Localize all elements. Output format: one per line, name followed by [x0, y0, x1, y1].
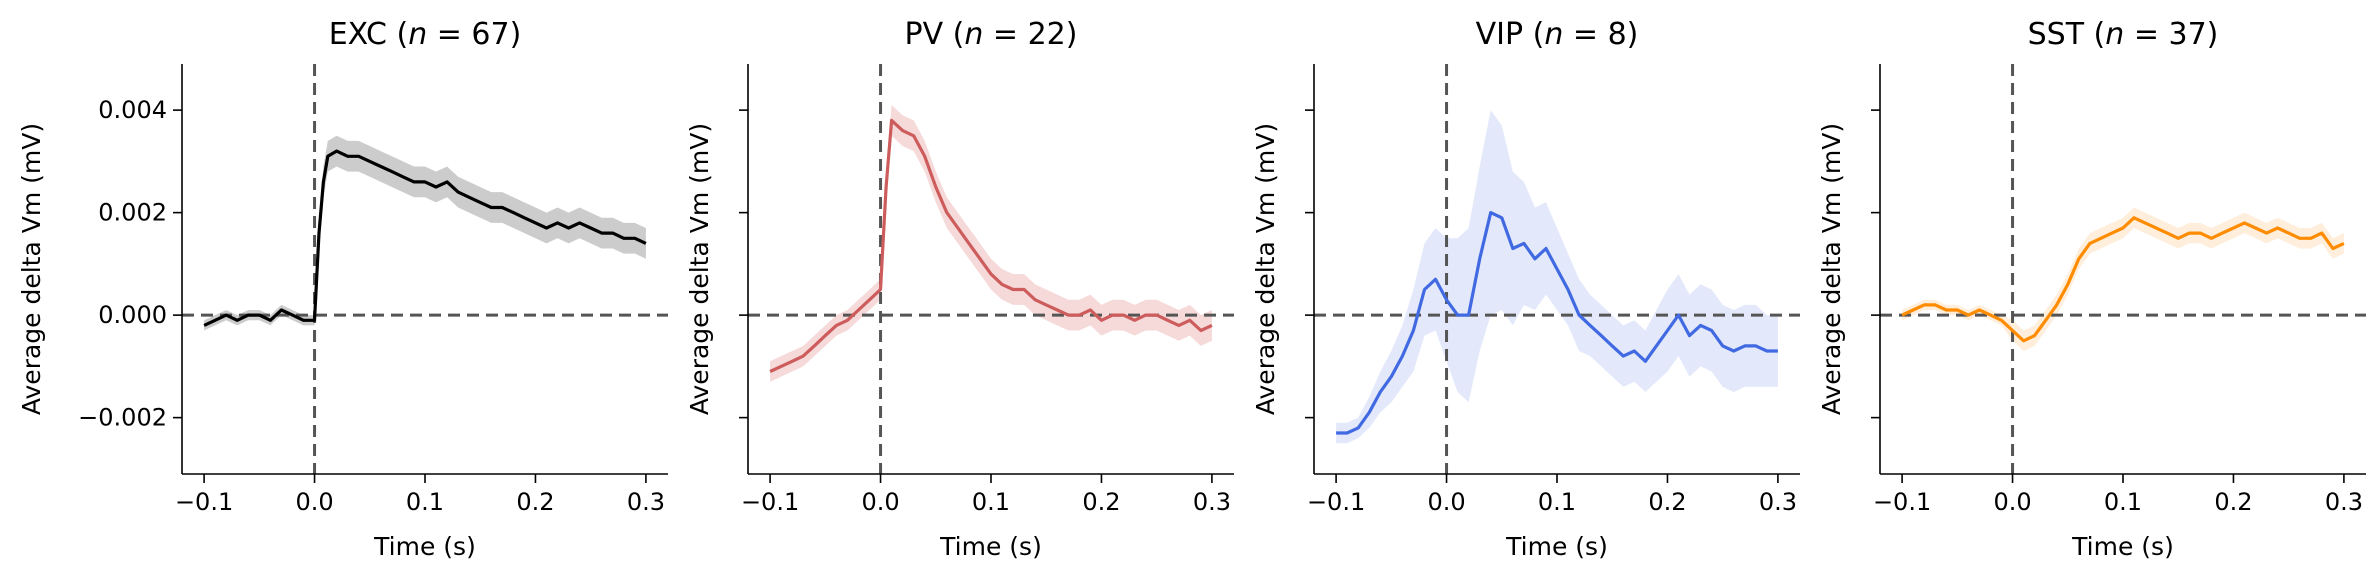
x-tick-label: 0.3 [1759, 488, 1797, 516]
x-tick-label: 0.2 [1648, 488, 1686, 516]
x-tick-label: 0.1 [1538, 488, 1576, 516]
x-tick-label: 0.3 [627, 488, 665, 516]
x-tick-label: −0.1 [1873, 488, 1931, 516]
panel-3: −0.1 0.0 0.1 0.2 0.3 Time (s) Average delta Vm… [1817, 17, 2366, 561]
panel-title-count: = 8) [1563, 17, 1638, 52]
panel-title: VIP (n = 8) [1476, 17, 1639, 52]
panel-title-count: = 67) [427, 17, 521, 52]
series-line [1901, 216, 2345, 343]
panel-title-main: PV ( [905, 17, 965, 52]
y-axis-label: Average delta Vm (mV) [685, 123, 714, 415]
panel-title: SST (n = 37) [2028, 17, 2219, 52]
x-tick-label: 0.0 [1427, 488, 1465, 516]
y-tick-label: 0.004 [98, 96, 167, 124]
panel-2: −0.1 0.0 0.1 0.2 0.3 Time (s) Average delta Vm… [1251, 17, 1800, 561]
panel-title: EXC (n = 67) [329, 17, 522, 52]
x-axis-label: Time (s) [2071, 532, 2174, 561]
panel-title-count: = 37) [2124, 17, 2218, 52]
x-tick-label: 0.2 [2214, 488, 2252, 516]
y-axis-label: Average delta Vm (mV) [17, 123, 46, 415]
panel-title-main: EXC ( [329, 17, 409, 52]
x-axis-label: Time (s) [373, 532, 476, 561]
y-tick-label: 0.000 [98, 301, 167, 329]
x-tick-label: 0.1 [406, 488, 444, 516]
x-tick-label: 0.0 [1993, 488, 2031, 516]
x-tick-label: 0.2 [516, 488, 554, 516]
panel-1: −0.1 0.0 0.1 0.2 0.3 Time (s) Average delta Vm… [685, 17, 1234, 561]
error-band [770, 105, 1212, 382]
x-tick-label: 0.3 [1193, 488, 1231, 516]
panel-title-n: n [1544, 17, 1563, 52]
x-tick-label: 0.0 [295, 488, 333, 516]
panel-title: PV (n = 22) [905, 17, 1078, 52]
panel-title-n: n [2105, 17, 2124, 52]
series-line [769, 118, 1213, 373]
x-tick-label: −0.1 [1307, 488, 1365, 516]
x-tick-label: 0.1 [2104, 488, 2142, 516]
error-band [204, 135, 646, 331]
x-axis-label: Time (s) [1505, 532, 1608, 561]
x-tick-label: 0.0 [861, 488, 899, 516]
panel-title-n: n [408, 17, 427, 52]
x-tick-label: −0.1 [741, 488, 799, 516]
y-tick-label: −0.002 [78, 404, 167, 432]
y-tick-label: 0.002 [98, 199, 167, 227]
series-line [203, 149, 647, 327]
y-axis-label: Average delta Vm (mV) [1251, 123, 1280, 415]
x-tick-label: 0.2 [1082, 488, 1120, 516]
panel-title-n: n [964, 17, 983, 52]
panel-title-count: = 22) [983, 17, 1077, 52]
panel-title-main: VIP ( [1476, 17, 1545, 52]
x-tick-label: 0.3 [2325, 488, 2363, 516]
x-tick-label: 0.1 [972, 488, 1010, 516]
error-band [1902, 207, 2344, 351]
panel-title-main: SST ( [2028, 17, 2106, 52]
panel-0: −0.1 0.0 0.1 0.2 0.3 −0.002 0.000 0.002 0.004 Tim… [17, 17, 668, 561]
x-tick-label: −0.1 [175, 488, 233, 516]
error-band [1336, 110, 1778, 444]
x-axis-label: Time (s) [939, 532, 1042, 561]
series-line [1336, 211, 1778, 435]
y-axis-label: Average delta Vm (mV) [1817, 123, 1846, 415]
